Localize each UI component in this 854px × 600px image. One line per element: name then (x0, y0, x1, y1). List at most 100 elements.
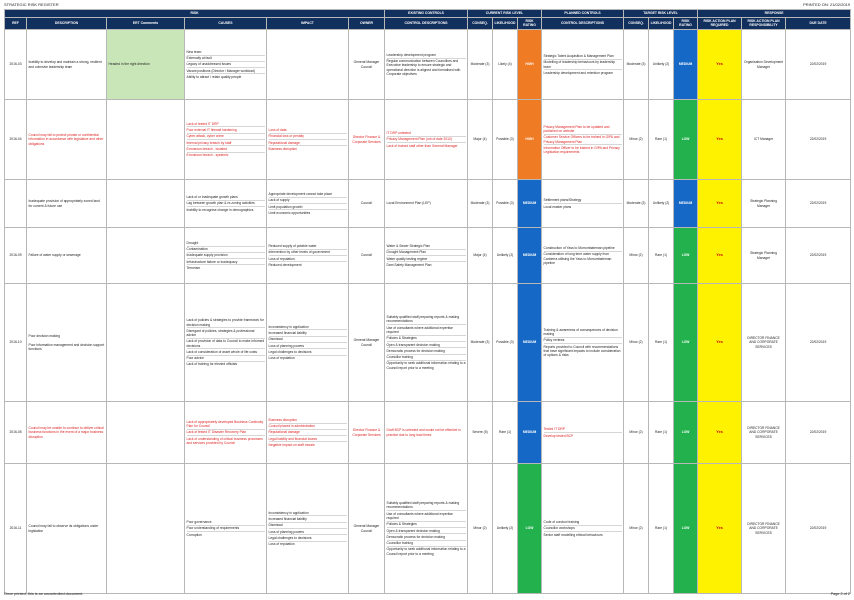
group-planned-controls: PLANNED CONTROLS (541, 9, 625, 18)
col-impact: IMPACT (266, 17, 349, 30)
risk-causes: Lack of or inadequate growth plans Lag be… (184, 179, 267, 228)
due-date: 22/02/2019 (785, 227, 852, 284)
risk-impact: Loss of data Financial loss or penalty Rep… (266, 99, 349, 180)
col-due-date: DUE DATE (785, 17, 852, 30)
risk-causes-item: Poor governance (186, 520, 265, 526)
risk-causes: Poor governance Poor understanding of req… (184, 463, 267, 594)
col-description: DESCRIPTION (26, 17, 107, 30)
risk-causes: Lack of policies & strategies to provide… (184, 283, 267, 402)
action-required-badge: Yes (697, 179, 743, 228)
planned-controls-item: Modelling of leadership behaviours by le… (543, 60, 622, 71)
planned-controls: Construction of Yass to Murrumbateman pi… (541, 227, 625, 284)
risk-causes-item: Corruption (186, 532, 202, 537)
existing-controls-item: Regular communication between Councillor… (386, 59, 461, 76)
target-rating-badge: MEDIUM (673, 179, 699, 228)
existing-controls-item: Policies & Strategies (386, 522, 466, 528)
risk-causes-item: Inability to recognise change in demogra… (186, 207, 254, 212)
risk-impact-item: Loss of reputation (268, 356, 295, 361)
existing-controls: Suitably qualified staff preparing repor… (384, 463, 469, 594)
planned-controls-item: Strategic Talent Acquisition & Managemen… (543, 53, 622, 60)
risk-impact-item: Lack of supply (268, 198, 347, 204)
planned-controls: Training & awareness of consequences of … (541, 283, 625, 402)
risk-description: Poor decision making Poor information ma… (26, 283, 107, 402)
risk-impact-item: Increased financial liability (268, 516, 347, 523)
current-conseq: Minor (2) (467, 463, 494, 594)
risk-causes-item: Lack of understanding of critical busine… (186, 436, 263, 445)
risk-impact (266, 29, 349, 100)
risk-causes-item: Ability to attract / retain quality peop… (186, 74, 242, 79)
risk-impact: Reduced supply of potable water Intervent… (266, 227, 349, 284)
target-rating-badge: LOW (673, 283, 699, 402)
col-ref: REF (4, 17, 27, 30)
planned-controls-item: Reports provided to Council with recomme… (543, 344, 621, 358)
group-current-risk: CURRENT RISK LEVEL (467, 9, 543, 18)
risk-causes: Lack of appropriately developed Business… (184, 401, 267, 464)
risk-owner: Director Finance & Corporate Services (347, 401, 386, 464)
risk-impact-item: Reputational damage (268, 140, 347, 147)
risk-impact-item: Business disruption (268, 146, 298, 151)
table-row: 2016-10 Poor decision making Poor informa… (4, 283, 852, 402)
col-action-responsibility: RISK ACTION PLAN RESPONSIBILITY (741, 17, 787, 30)
existing-controls-item: Leadership development program (386, 52, 466, 59)
planned-controls-item: Local master plans (543, 204, 572, 209)
existing-controls-item: Lack of trained staff other than General… (386, 143, 458, 148)
planned-controls: Code of conduct training Councillor works… (541, 463, 625, 594)
planned-controls-item: Information Officer to be trained in GIP… (543, 145, 620, 155)
current-likelihood: Likely (4) (492, 29, 519, 100)
planned-controls: Strategic Talent Acquisition & Managemen… (541, 29, 625, 100)
action-responsibility: Strategic Planning Manager (741, 179, 787, 228)
risk-owner: General Manager Council (347, 463, 386, 594)
existing-controls: Local Environment Plan (LEP) (384, 179, 469, 228)
target-likelihood: Rare (1) (648, 283, 675, 402)
col-causes: CAUSES (184, 17, 267, 30)
risk-owner: General Manager Council (347, 283, 386, 402)
ert-comment (106, 283, 185, 402)
risk-impact-item: Reduced development (268, 262, 302, 267)
existing-controls-item: Privacy Management Plan (out of date 201… (386, 137, 466, 144)
risk-impact-item: Loss of data (268, 127, 347, 134)
risk-impact-item: Legal challenges to decisions (268, 535, 347, 542)
existing-controls-item: Democratic process for decision making (386, 534, 466, 541)
footer-note: Once printed, this is an uncontrolled do… (4, 592, 84, 596)
target-conseq: Minor (2) (623, 227, 650, 284)
risk-impact-item: Loss of reputation (268, 542, 295, 547)
group-existing-controls: EXISTING CONTROLS (384, 9, 469, 18)
page-header: STRATEGIC RISK REGISTER PRINTED ON: 21/0… (4, 2, 850, 9)
planned-controls-item: Customer Service Officers to be trained … (543, 135, 622, 146)
action-required-badge: Yes (697, 283, 743, 402)
target-likelihood: Rare (1) (648, 99, 675, 180)
action-responsibility: DIRECTOR FINANCE AND CORPORATE SERVICES (741, 401, 787, 464)
ert-comment: Headed in the right direction (106, 29, 185, 100)
existing-controls-item: Draft BCP is untested and would not be e… (386, 428, 461, 437)
current-conseq: Major (4) (467, 227, 494, 284)
page-number: Page 2 of 2 (830, 592, 850, 596)
table-row: 2016-03 Inability to develop and maintain… (4, 29, 852, 100)
risk-impact-item: Dismissal (268, 523, 347, 529)
col-ert: ERT Comments (106, 17, 185, 30)
existing-controls-item: Local Environment Plan (LEP) (386, 201, 431, 206)
register-title: STRATEGIC RISK REGISTER (4, 2, 59, 7)
ert-comment (106, 227, 185, 284)
risk-impact: Business disruption Council placed in adm… (266, 401, 349, 464)
target-conseq: Minor (2) (623, 463, 650, 594)
current-conseq: Moderate (3) (467, 29, 494, 100)
risk-causes-item: Infrastructure failure or inadequacy (186, 259, 265, 266)
risk-impact-item: Legal liability and financial losses (268, 436, 347, 443)
current-rating-badge: HIGH (517, 29, 543, 100)
col-target-conseq: CONSEQ. (623, 17, 650, 30)
risk-impact-item: Increased financial liability (268, 330, 347, 337)
planned-controls-item: Consideration of long term water supply … (543, 252, 612, 265)
risk-causes-item: New team (186, 49, 265, 56)
risk-causes-item: Lack of or inadequate growth plans (186, 195, 265, 201)
page-footer: Once printed, this is an uncontrolled do… (4, 592, 850, 598)
planned-controls-item: Code of conduct training (543, 520, 622, 526)
risk-description: Inadequate provision of appropriately zo… (26, 179, 107, 228)
table-row: 2016-04 Council may fail to protect priva… (4, 99, 852, 180)
current-likelihood: Unlikely (2) (492, 463, 519, 594)
existing-controls-item: Suitably qualified staff preparing repor… (386, 315, 466, 326)
existing-controls-item: Dam Safety Management Plan (386, 262, 432, 267)
existing-controls-item: Water & Sewer Strategic Plan (386, 243, 466, 250)
risk-impact-item: Inconsistency in application (268, 324, 347, 331)
risk-impact: Appropriate development cannot take plac… (266, 179, 349, 228)
target-rating-badge: LOW (673, 401, 699, 464)
